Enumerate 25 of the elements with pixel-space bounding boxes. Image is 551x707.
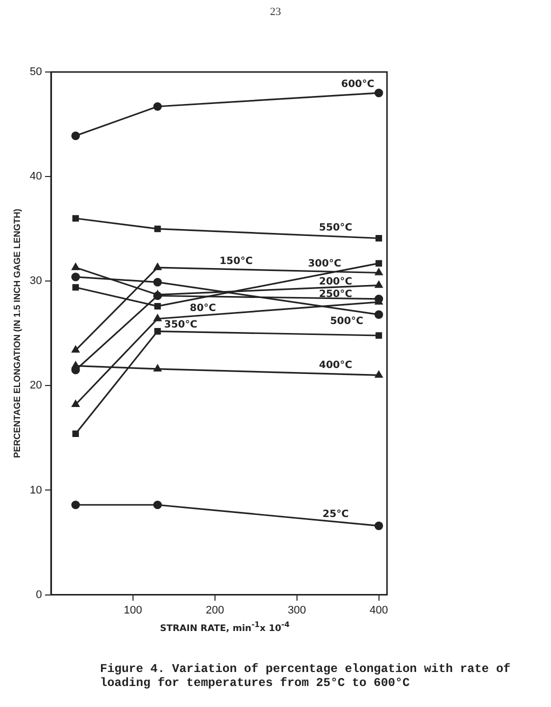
series-label: 25°C — [322, 509, 349, 520]
y-tick-label: 10 — [30, 484, 42, 496]
text: 23 — [269, 6, 282, 18]
text: Figure 4. Variation of percentage elongation with rate of loading for temperatures from 25°C to 600°C — [100, 662, 512, 690]
series-label: 200°C — [319, 276, 352, 288]
series-label: 300°C — [308, 258, 342, 270]
y-tick-label: 30 — [30, 275, 42, 288]
y-tick-label: 40 — [30, 170, 42, 183]
series-label: 550°C — [319, 222, 352, 234]
y-tick-label: 50 — [30, 66, 42, 78]
y-tick-label: 0 — [36, 588, 42, 601]
x-tick-label: 300 — [288, 604, 306, 616]
x-tick-label: 400 — [370, 604, 388, 616]
series-label: 80°C — [190, 303, 216, 314]
series-label: 150°C — [219, 256, 253, 268]
series-label: 250°C — [319, 289, 352, 300]
y-axis-title: PERCENTAGE ELONGATION (IN 1.5 INCH GAGE LENGTH) — [12, 208, 22, 458]
series-label: 400°C — [319, 360, 352, 371]
x-axis-title: STRAIN RATE, min$^{-1}$x 10$^{-4}$ — [159, 620, 291, 634]
x-tick-label: 100 — [124, 604, 142, 616]
series-label: 350°C — [164, 320, 198, 331]
x-tick-label: 200 — [206, 604, 224, 616]
series-label: 500°C — [330, 316, 364, 327]
series-label: 600°C — [341, 79, 374, 90]
y-tick-label: 20 — [30, 380, 42, 392]
